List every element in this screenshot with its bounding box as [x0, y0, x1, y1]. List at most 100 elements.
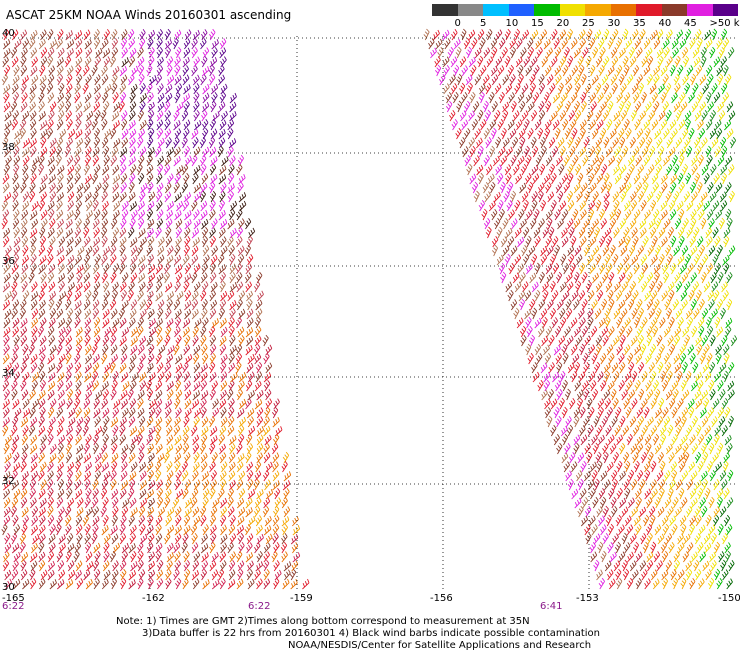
wind-barb	[592, 389, 598, 400]
wind-barb	[642, 371, 648, 382]
wind-barb	[655, 444, 661, 454]
wind-barb	[614, 309, 620, 319]
wind-barb	[588, 309, 594, 320]
wind-barb	[75, 480, 81, 490]
wind-barb	[94, 569, 100, 580]
wind-barb	[597, 570, 603, 580]
wind-barb	[715, 210, 721, 220]
wind-barb	[228, 579, 235, 589]
wind-barb	[148, 309, 154, 319]
wind-barb	[201, 363, 208, 373]
wind-barb	[194, 282, 200, 292]
wind-barb	[689, 290, 695, 301]
wind-barb	[542, 56, 548, 67]
wind-barb	[644, 120, 650, 130]
wind-barb	[597, 290, 603, 301]
wind-barb	[678, 398, 684, 409]
legend-label-2: 10	[506, 18, 519, 29]
wind-barb	[721, 146, 726, 157]
wind-barb	[693, 362, 698, 373]
wind-barb	[606, 515, 611, 526]
wind-barb	[532, 362, 538, 373]
wind-barb	[659, 254, 664, 265]
wind-barb	[31, 146, 37, 157]
wind-barb	[212, 408, 218, 418]
wind-barb	[184, 335, 190, 346]
wind-barb	[669, 344, 675, 355]
wind-barb	[680, 344, 686, 355]
wind-barb	[210, 561, 216, 571]
wind-barb	[574, 300, 580, 311]
wind-barb	[184, 101, 190, 112]
wind-barb	[619, 300, 625, 310]
wind-barb	[520, 326, 526, 337]
wind-barb	[545, 120, 551, 130]
wind-barb	[558, 191, 563, 202]
wind-barb	[57, 183, 63, 193]
wind-barb	[140, 147, 146, 157]
wind-barb	[580, 407, 586, 418]
wind-barb	[32, 219, 38, 229]
wind-barb	[183, 65, 189, 76]
wind-barb	[575, 498, 581, 508]
wind-barb	[122, 129, 128, 139]
wind-barb	[95, 417, 101, 428]
wind-barb	[565, 75, 571, 85]
wind-barb	[640, 561, 646, 572]
wind-barb	[221, 462, 227, 473]
wind-barb	[664, 129, 670, 140]
wind-barb	[636, 182, 642, 193]
wind-barb	[507, 182, 513, 193]
wind-barb	[683, 56, 688, 67]
wind-barb	[185, 498, 191, 508]
wind-barb	[651, 398, 657, 409]
wind-barb	[103, 246, 110, 256]
wind-barb	[59, 281, 65, 292]
wind-barb	[212, 246, 218, 256]
wind-barb	[102, 318, 109, 328]
wind-barb	[574, 219, 580, 229]
wind-barb	[641, 533, 647, 544]
wind-barb	[547, 75, 553, 86]
wind-barb	[466, 75, 472, 85]
wind-barb	[581, 516, 587, 526]
wind-barb	[66, 317, 72, 328]
wind-barb	[609, 579, 615, 589]
wind-barb	[640, 111, 646, 121]
wind-barb	[599, 263, 605, 274]
wind-barb	[111, 435, 117, 445]
wind-barb	[22, 390, 28, 400]
wind-barb	[174, 417, 180, 427]
wind-barb	[698, 488, 703, 499]
wind-barb	[174, 182, 180, 193]
wind-barb	[48, 515, 54, 526]
wind-barb	[689, 578, 695, 589]
wind-barb	[684, 191, 690, 202]
wind-barb	[656, 164, 662, 175]
wind-barb	[577, 192, 583, 202]
wind-barb	[283, 452, 289, 463]
wind-barb	[457, 101, 462, 112]
wind-barb	[616, 317, 622, 328]
wind-barb	[499, 38, 505, 49]
wind-barb	[680, 264, 686, 274]
wind-barb	[599, 516, 605, 526]
wind-barb	[557, 362, 562, 373]
wind-barb	[210, 57, 217, 67]
wind-barb	[694, 560, 699, 571]
wind-barb	[691, 273, 697, 284]
wind-barb	[471, 65, 477, 76]
wind-barb	[653, 66, 659, 76]
wind-barb	[220, 479, 226, 490]
wind-barb	[672, 407, 678, 418]
wind-barb	[131, 327, 137, 337]
wind-barb	[111, 255, 117, 266]
wind-barb	[138, 48, 144, 59]
wind-barb	[570, 146, 576, 157]
wind-barb	[174, 147, 180, 157]
wind-barb	[703, 363, 709, 373]
wind-barb	[94, 228, 100, 239]
wind-barb	[446, 92, 452, 103]
wind-barb	[156, 228, 162, 239]
wind-barb	[31, 471, 37, 481]
